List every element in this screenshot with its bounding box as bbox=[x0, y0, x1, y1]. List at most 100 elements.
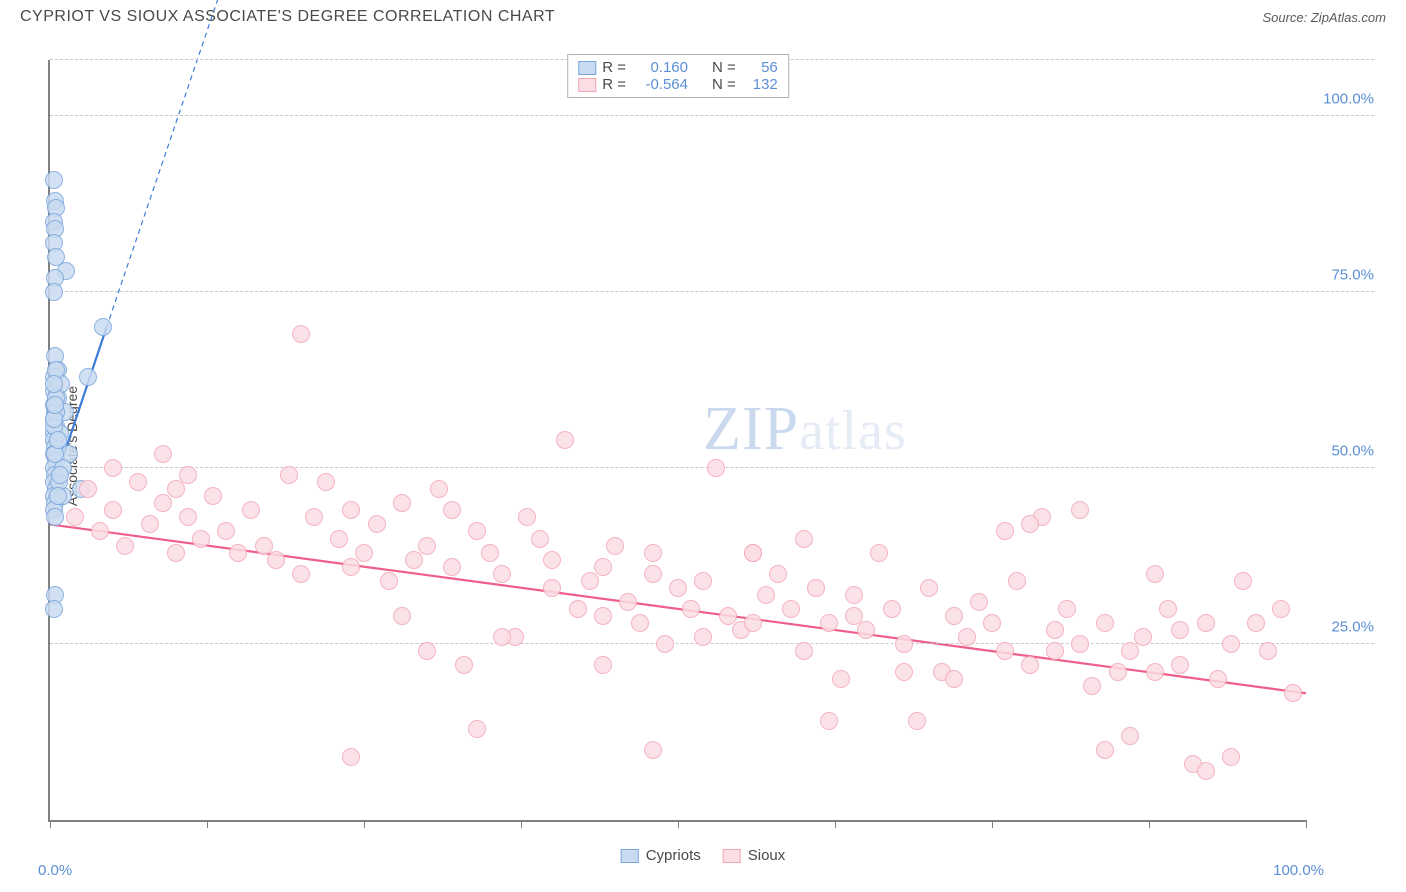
data-point bbox=[1272, 600, 1290, 618]
swatch-sioux-icon bbox=[723, 849, 741, 863]
gridline bbox=[50, 643, 1374, 644]
data-point bbox=[694, 628, 712, 646]
swatch-sioux bbox=[578, 78, 596, 92]
correlation-legend: R = 0.160 N = 56 R = -0.564 N = 132 bbox=[567, 54, 789, 98]
data-point bbox=[1197, 614, 1215, 632]
data-point bbox=[1071, 501, 1089, 519]
x-tick-mark bbox=[992, 820, 993, 828]
data-point bbox=[1222, 748, 1240, 766]
gridline bbox=[50, 291, 1374, 292]
legend-item-sioux: Sioux bbox=[723, 847, 786, 864]
data-point bbox=[104, 501, 122, 519]
x-tick-max: 100.0% bbox=[1273, 862, 1324, 879]
legend-row-sioux: R = -0.564 N = 132 bbox=[578, 76, 778, 93]
data-point bbox=[292, 325, 310, 343]
data-point bbox=[870, 544, 888, 562]
data-point bbox=[1021, 656, 1039, 674]
data-point bbox=[1209, 670, 1227, 688]
data-point bbox=[644, 741, 662, 759]
scatter-chart: ZIPatlas R = 0.160 N = 56 R = -0.564 N =… bbox=[48, 60, 1306, 822]
data-point bbox=[1284, 684, 1302, 702]
data-point bbox=[1083, 677, 1101, 695]
data-point bbox=[807, 579, 825, 597]
data-point bbox=[305, 508, 323, 526]
source-attribution: Source: ZipAtlas.com bbox=[1262, 10, 1386, 25]
data-point bbox=[1159, 600, 1177, 618]
x-tick-mark bbox=[207, 820, 208, 828]
data-point bbox=[569, 600, 587, 618]
data-point bbox=[1171, 656, 1189, 674]
data-point bbox=[1247, 614, 1265, 632]
data-point bbox=[1197, 762, 1215, 780]
data-point bbox=[945, 670, 963, 688]
data-point bbox=[430, 480, 448, 498]
data-point bbox=[393, 494, 411, 512]
data-point bbox=[292, 565, 310, 583]
x-tick-mark bbox=[835, 820, 836, 828]
data-point bbox=[342, 501, 360, 519]
data-point bbox=[606, 537, 624, 555]
data-point bbox=[883, 600, 901, 618]
data-point bbox=[468, 720, 486, 738]
data-point bbox=[920, 579, 938, 597]
data-point bbox=[79, 480, 97, 498]
data-point bbox=[443, 558, 461, 576]
data-point bbox=[1222, 635, 1240, 653]
y-tick-label: 100.0% bbox=[1323, 91, 1374, 108]
x-tick-mark bbox=[364, 820, 365, 828]
swatch-cypriots-icon bbox=[621, 849, 639, 863]
data-point bbox=[1134, 628, 1152, 646]
data-point bbox=[644, 544, 662, 562]
data-point bbox=[204, 487, 222, 505]
n-value-sioux: 132 bbox=[742, 76, 778, 93]
data-point bbox=[91, 522, 109, 540]
data-point bbox=[958, 628, 976, 646]
data-point bbox=[1259, 642, 1277, 660]
n-value-cypriots: 56 bbox=[742, 59, 778, 76]
data-point bbox=[330, 530, 348, 548]
data-point bbox=[820, 614, 838, 632]
data-point bbox=[556, 431, 574, 449]
data-point bbox=[317, 473, 335, 491]
swatch-cypriots bbox=[578, 61, 596, 75]
data-point bbox=[1121, 727, 1139, 745]
data-point bbox=[1096, 741, 1114, 759]
data-point bbox=[769, 565, 787, 583]
data-point bbox=[154, 445, 172, 463]
data-point bbox=[895, 635, 913, 653]
gridline bbox=[50, 115, 1374, 116]
data-point bbox=[543, 551, 561, 569]
data-point bbox=[1046, 621, 1064, 639]
data-point bbox=[983, 614, 1001, 632]
data-point bbox=[619, 593, 637, 611]
data-point bbox=[493, 628, 511, 646]
data-point bbox=[66, 508, 84, 526]
y-tick-label: 25.0% bbox=[1331, 619, 1374, 636]
data-point bbox=[656, 635, 674, 653]
x-tick-mark bbox=[50, 820, 51, 828]
data-point bbox=[744, 614, 762, 632]
data-point bbox=[45, 375, 63, 393]
data-point bbox=[644, 565, 662, 583]
data-point bbox=[342, 558, 360, 576]
data-point bbox=[594, 607, 612, 625]
data-point bbox=[895, 663, 913, 681]
data-point bbox=[694, 572, 712, 590]
r-value-cypriots: 0.160 bbox=[632, 59, 688, 76]
header: CYPRIOT VS SIOUX ASSOCIATE'S DEGREE CORR… bbox=[0, 0, 1406, 30]
data-point bbox=[594, 558, 612, 576]
data-point bbox=[179, 466, 197, 484]
data-point bbox=[418, 642, 436, 660]
data-point bbox=[493, 565, 511, 583]
legend-item-cypriots: Cypriots bbox=[621, 847, 701, 864]
data-point bbox=[845, 586, 863, 604]
data-point bbox=[531, 530, 549, 548]
data-point bbox=[757, 586, 775, 604]
data-point bbox=[857, 621, 875, 639]
series-legend: Cypriots Sioux bbox=[621, 847, 786, 864]
data-point bbox=[1096, 614, 1114, 632]
data-point bbox=[154, 494, 172, 512]
data-point bbox=[481, 544, 499, 562]
trend-lines bbox=[50, 60, 1306, 820]
data-point bbox=[1071, 635, 1089, 653]
